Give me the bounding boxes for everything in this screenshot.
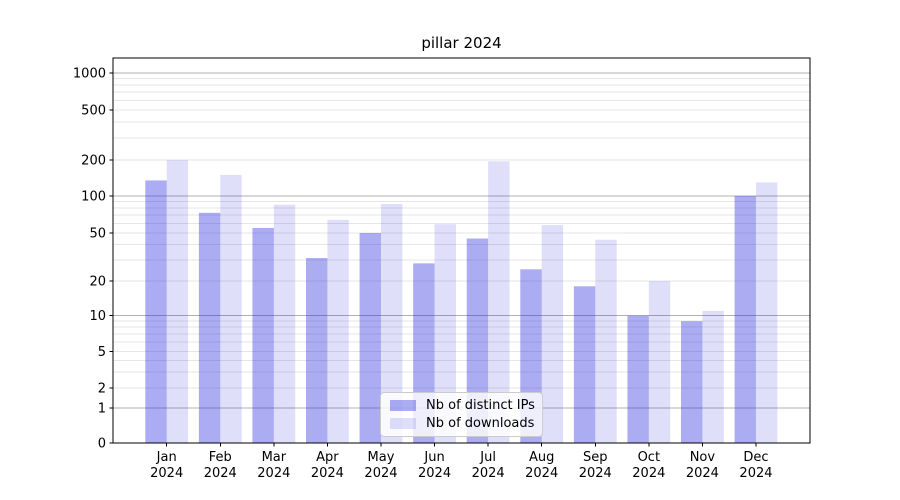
bar-distinct-ips-apr-2024 — [306, 258, 328, 443]
legend-item-downloads: Nb of downloads — [390, 416, 535, 432]
x-tick-label-month: Aug — [529, 450, 554, 465]
bar-downloads-may-2024 — [380, 204, 403, 443]
bar-downloads-sep-2024 — [595, 239, 617, 443]
x-tick-label-month: May — [368, 450, 395, 465]
bar-downloads-jul-2024 — [488, 161, 510, 443]
bar-distinct-ips-jan-2024 — [145, 180, 167, 444]
x-tick-label-year: 2024 — [579, 466, 612, 481]
legend-label-downloads: Nb of downloads — [426, 416, 535, 432]
legend-swatch-distinct-ips — [390, 399, 416, 411]
y-tick-label: 20 — [89, 275, 106, 290]
x-tick-label-year: 2024 — [150, 466, 183, 481]
x-tick-label-year: 2024 — [686, 466, 719, 481]
bar-downloads-dec-2024 — [755, 182, 778, 443]
x-tick-label-year: 2024 — [739, 466, 772, 481]
bar-downloads-nov-2024 — [702, 310, 724, 443]
x-tick-label-year: 2024 — [257, 466, 290, 481]
x-tick-label-month: Apr — [316, 450, 339, 465]
chart-title: pillar 2024 — [421, 34, 502, 52]
legend: Nb of distinct IPs Nb of downloads — [380, 392, 543, 437]
x-tick-label-year: 2024 — [311, 466, 344, 481]
x-tick-label-year: 2024 — [472, 466, 505, 481]
bar-distinct-ips-oct-2024 — [627, 315, 649, 443]
y-tick-label: 2 — [98, 382, 106, 397]
plot-border — [112, 57, 811, 444]
bar-distinct-ips-dec-2024 — [734, 196, 756, 443]
x-tick-label-year: 2024 — [632, 466, 665, 481]
bar-downloads-mar-2024 — [273, 204, 296, 443]
bar-distinct-ips-may-2024 — [359, 233, 381, 443]
x-tick-label-month: Nov — [690, 450, 716, 465]
x-tick-label-year: 2024 — [204, 466, 237, 481]
bar-downloads-jun-2024 — [434, 224, 456, 443]
bar-downloads-jan-2024 — [166, 160, 189, 443]
bar-downloads-apr-2024 — [327, 219, 349, 443]
x-tick-label-month: Oct — [638, 450, 660, 465]
y-tick-label: 500 — [81, 104, 106, 119]
x-tick-label-year: 2024 — [525, 466, 558, 481]
x-tick-label-month: Dec — [743, 450, 768, 465]
y-tick-label: 100 — [81, 190, 106, 205]
x-tick-label-year: 2024 — [364, 466, 397, 481]
legend-label-distinct-ips: Nb of distinct IPs — [426, 397, 535, 413]
y-tick-label: 1000 — [73, 67, 106, 82]
x-tick-label-month: Mar — [262, 450, 287, 465]
x-tick-label-month: Jan — [156, 450, 177, 465]
y-tick-label: 0 — [98, 437, 106, 452]
bar-downloads-oct-2024 — [648, 281, 671, 443]
x-tick-label-month: Feb — [209, 450, 232, 465]
bar-distinct-ips-mar-2024 — [252, 227, 274, 443]
y-tick-label: 1 — [98, 402, 106, 417]
bar-downloads-feb-2024 — [220, 174, 242, 443]
x-tick-label-year: 2024 — [418, 466, 451, 481]
bar-distinct-ips-nov-2024 — [681, 321, 703, 443]
x-tick-label-month: Sep — [583, 450, 608, 465]
x-tick-label-month: Jul — [479, 450, 496, 465]
legend-swatch-downloads — [390, 418, 416, 430]
y-tick-label: 5 — [98, 345, 106, 360]
bar-downloads-aug-2024 — [541, 225, 564, 443]
y-tick-label: 200 — [81, 154, 106, 169]
y-tick-label: 50 — [89, 227, 106, 242]
bar-distinct-ips-jul-2024 — [466, 238, 489, 443]
bar-distinct-ips-feb-2024 — [198, 212, 221, 443]
legend-item-distinct-ips: Nb of distinct IPs — [390, 397, 535, 413]
y-tick-label: 10 — [89, 309, 106, 324]
x-tick-label-month: Jun — [423, 450, 444, 465]
bar-distinct-ips-sep-2024 — [573, 286, 596, 443]
